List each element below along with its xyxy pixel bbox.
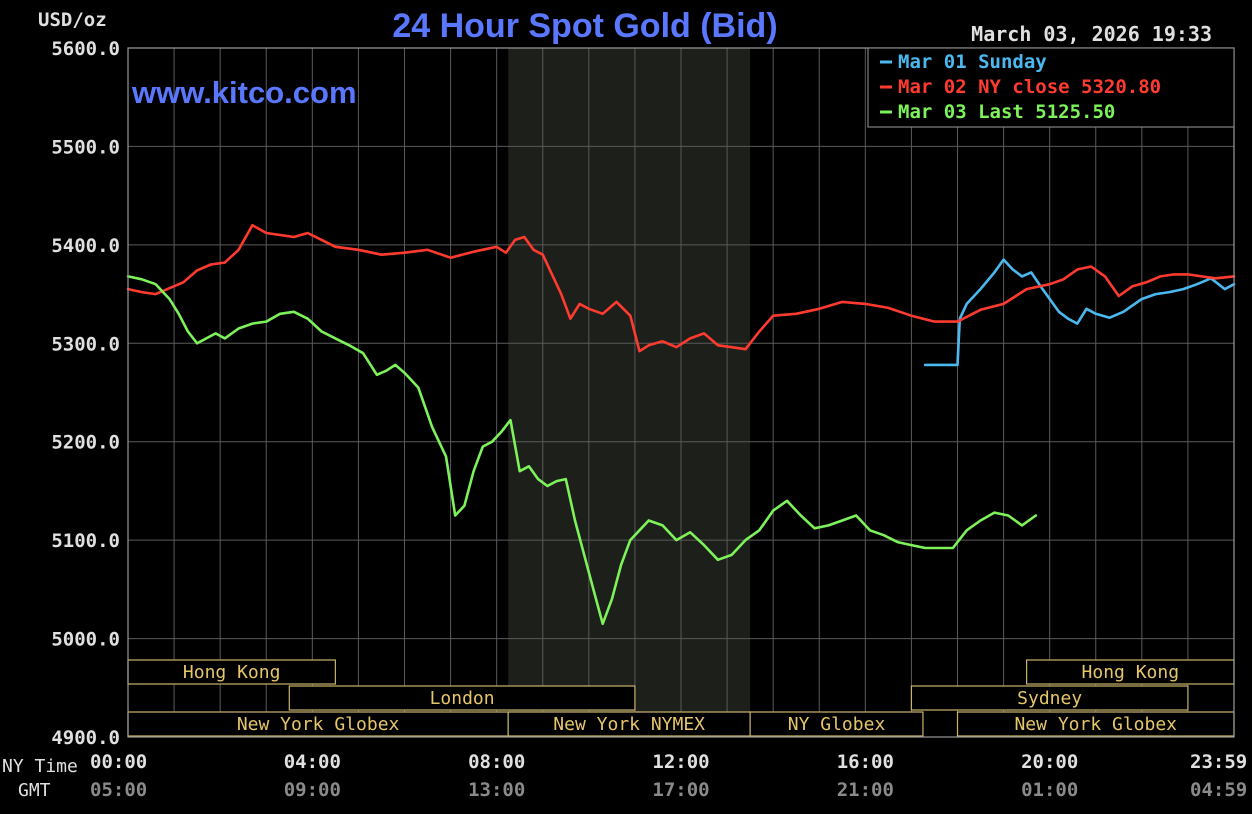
trading-sessions: Hong Kong Hong Kong London Sydney New York G… [127, 659, 1235, 737]
gmt-row-label: GMT [18, 780, 51, 801]
y-tick-label: 4900.0 [51, 727, 120, 749]
x-tick-label-gmt: 04:59 [1190, 779, 1247, 801]
chart-title: 24 Hour Spot Gold (Bid) [392, 7, 777, 45]
session-box [749, 711, 924, 737]
nymex-session-shade [508, 48, 751, 737]
series-line [126, 275, 1038, 626]
x-tick-label-gmt: 13:00 [468, 779, 525, 801]
series-line [126, 223, 1236, 353]
unit-label: USD/oz [38, 9, 107, 31]
nymex-shade-rect [508, 48, 751, 737]
session-label: Sydney [1017, 688, 1082, 709]
x-tick-label-gmt: 01:00 [1021, 779, 1078, 801]
legend-entry: Mar 01 Sunday [898, 51, 1047, 73]
x-tick-label-gmt: 17:00 [652, 779, 709, 801]
legend: Mar 01 Sunday Mar 02 NY close 5320.80 Mar … [867, 47, 1235, 128]
session-label: London [430, 688, 495, 709]
x-tick-label-ny: 12:00 [652, 751, 709, 773]
legend-box [867, 47, 1235, 128]
session-box [1026, 659, 1235, 685]
session-label: New York Globex [237, 714, 400, 735]
y-tick-label: 5100.0 [51, 530, 120, 552]
y-tick-label: 5500.0 [51, 136, 120, 158]
x-tick-label-gmt: 05:00 [90, 779, 147, 801]
session-label: NY Globex [788, 714, 886, 735]
x-tick-label-ny: 00:00 [90, 751, 147, 773]
session-box [910, 685, 1189, 711]
y-tick-label: 5300.0 [51, 333, 120, 355]
x-tick-label-ny: 23:59 [1190, 751, 1247, 773]
axes: 5600.0 5500.0 5400.0 5300.0 5200.0 5100.0 5000… [51, 38, 1247, 801]
x-tick-label-ny: 16:00 [837, 751, 894, 773]
y-tick-label: 5000.0 [51, 629, 120, 651]
session-label: New York Globex [1014, 714, 1177, 735]
plot-border [127, 47, 1235, 738]
grid [128, 48, 1234, 737]
price-series [126, 223, 1236, 626]
x-tick-label-ny: 04:00 [284, 751, 341, 773]
y-tick-label: 5200.0 [51, 432, 120, 454]
x-tick-label-ny: 20:00 [1021, 751, 1078, 773]
source-watermark: www.kitco.com [131, 75, 357, 110]
series-line [923, 258, 1236, 367]
session-label: New York NYMEX [553, 714, 705, 735]
legend-entry: Mar 02 NY close 5320.80 [898, 76, 1161, 98]
x-tick-label-gmt: 09:00 [284, 779, 341, 801]
y-tick-label: 5400.0 [51, 235, 120, 257]
session-label: Hong Kong [1082, 662, 1180, 683]
y-tick-label: 5600.0 [51, 38, 120, 60]
timestamp: March 03, 2026 19:33 [971, 22, 1212, 46]
session-box [288, 685, 636, 711]
session-box [507, 711, 751, 737]
session-box [956, 711, 1235, 737]
session-box [127, 659, 336, 685]
session-box [127, 711, 509, 737]
session-label: Hong Kong [183, 662, 281, 683]
x-tick-label-ny: 08:00 [468, 751, 525, 773]
legend-entry: Mar 03 Last 5125.50 [898, 101, 1115, 123]
ny-time-row-label: NY Time [2, 756, 78, 777]
x-tick-label-gmt: 21:00 [837, 779, 894, 801]
